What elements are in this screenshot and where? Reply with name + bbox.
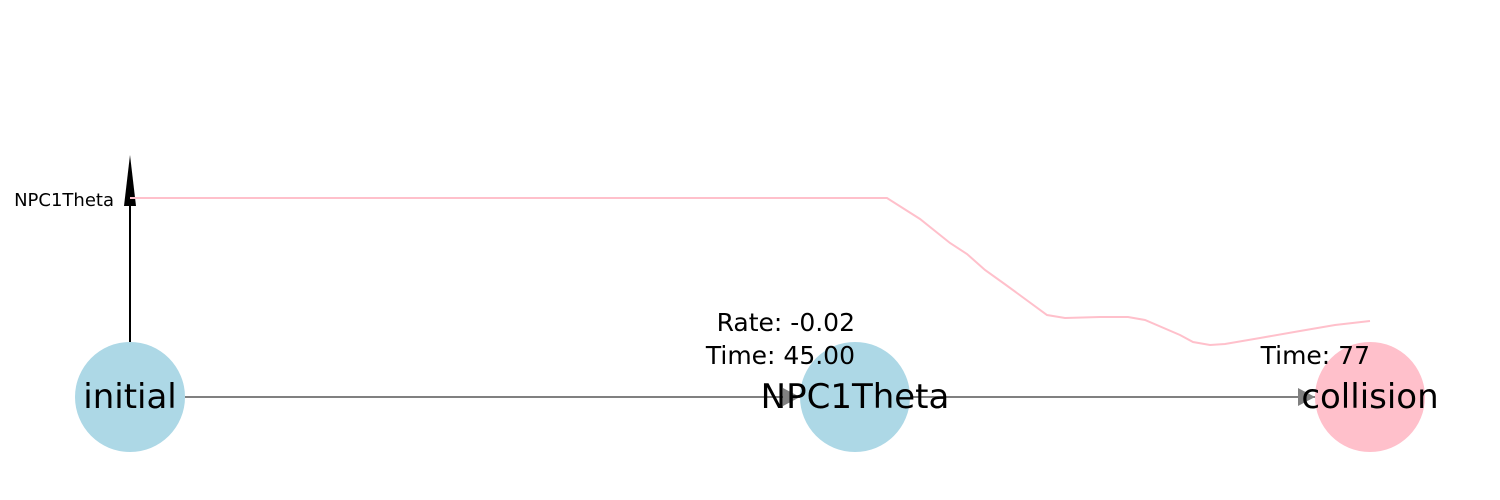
node-npc1theta <box>800 342 910 452</box>
npc1theta-rate-label: Rate: -0.02 <box>717 308 855 337</box>
edge-arrowhead-npc1theta <box>783 388 800 406</box>
node-initial <box>75 342 185 452</box>
npc1theta-time-label: Time: 45.00 <box>705 341 855 370</box>
node-label-collision: collision <box>1301 377 1438 417</box>
collision-time-label: Time: 77 <box>1260 341 1370 370</box>
node-label-initial: initial <box>83 377 177 417</box>
node-collision <box>1315 342 1425 452</box>
axis-arrowhead <box>124 155 136 206</box>
value-trace-line <box>130 197 1371 347</box>
edge-arrowhead-collision <box>1298 388 1315 406</box>
axis-label: NPC1Theta <box>14 190 114 211</box>
node-label-npc1theta: NPC1Theta <box>761 377 950 417</box>
